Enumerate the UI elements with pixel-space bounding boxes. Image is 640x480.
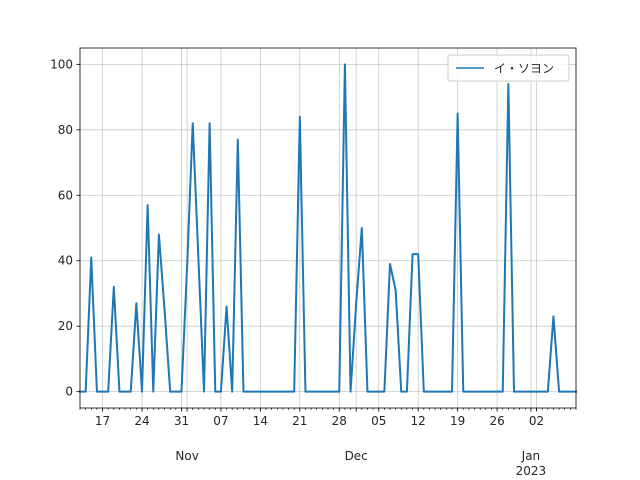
x-tick-label: 05 (371, 414, 386, 428)
x-tick-label: 31 (174, 414, 189, 428)
y-tick-label: 20 (58, 319, 73, 333)
x-month-label: Jan (521, 449, 541, 463)
x-tick-label: 21 (292, 414, 307, 428)
x-tick-label: 26 (489, 414, 504, 428)
x-tick-label: 12 (411, 414, 426, 428)
x-tick-label: 07 (213, 414, 228, 428)
x-tick-label: 02 (529, 414, 544, 428)
series-layer (79, 63, 577, 393)
grid (80, 48, 576, 408)
x-year-label: 2023 (516, 464, 547, 478)
legend-label: イ・ソヨン (494, 62, 554, 76)
y-tick-label: 0 (65, 385, 73, 399)
series-line (79, 63, 577, 393)
y-tick-label: 80 (58, 123, 73, 137)
x-tick-label: 19 (450, 414, 465, 428)
y-axis: 0 20 40 60 80 100 (50, 57, 80, 399)
y-tick-label: 60 (58, 188, 73, 202)
y-tick-label: 100 (50, 57, 73, 71)
x-month-label: Nov (175, 449, 198, 463)
legend: イ・ソヨン (447, 54, 570, 82)
x-month-label: Dec (345, 449, 368, 463)
x-tick-label: 14 (253, 414, 268, 428)
y-tick-label: 40 (58, 254, 73, 268)
x-tick-label: 24 (134, 414, 149, 428)
legend-box (447, 54, 570, 82)
x-tick-label: 17 (95, 414, 110, 428)
x-tick-label: 28 (332, 414, 347, 428)
